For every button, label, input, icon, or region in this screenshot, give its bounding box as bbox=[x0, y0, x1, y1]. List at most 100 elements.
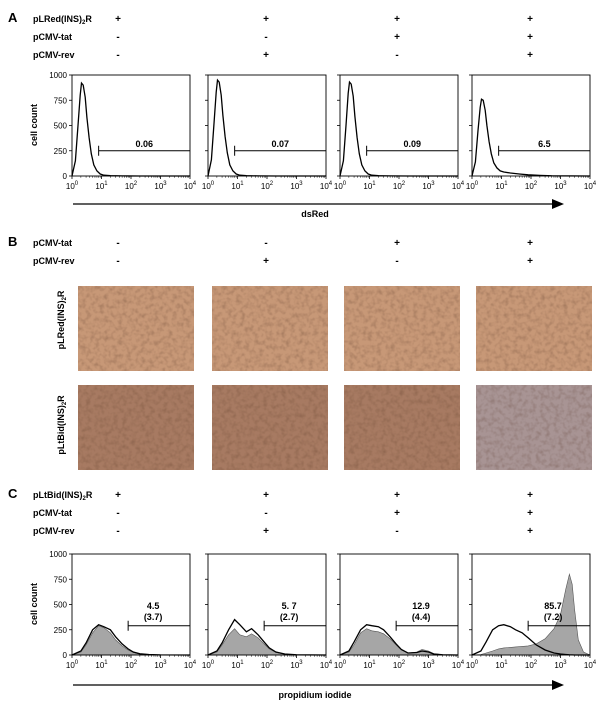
gate-paren-value: (4.4) bbox=[412, 612, 431, 622]
sign-c-0-0: + bbox=[115, 490, 121, 501]
sign-c-0-3: + bbox=[527, 490, 533, 501]
x-tick-label: 100 bbox=[334, 660, 347, 670]
y-tick-label: 250 bbox=[54, 626, 68, 635]
x-tick-label: 102 bbox=[125, 181, 138, 191]
panel-c-condition-rows: pLtBid(INS)2R + + + + pCMV-tat - - + + pCMV-rev - + -… bbox=[33, 490, 533, 537]
sign-b-1-0: - bbox=[116, 256, 119, 267]
sign-a-1-2: + bbox=[394, 32, 400, 43]
x-tick-label: 103 bbox=[422, 660, 435, 670]
x-tick-label: 104 bbox=[452, 181, 465, 191]
x-tick-label: 100 bbox=[334, 181, 347, 191]
histogram-line bbox=[71, 81, 190, 177]
x-tick-label: 104 bbox=[184, 181, 197, 191]
condition-label-a-2: pCMV-rev bbox=[33, 50, 75, 60]
sign-b-0-2: + bbox=[394, 238, 400, 249]
histogram-a-4: 100 101 102 103 104 6.5 bbox=[466, 74, 597, 191]
x-tick-label: 100 bbox=[202, 181, 215, 191]
panel-c-histograms: 100 101 102 103 104025050075010004.5(3.7)100… bbox=[49, 550, 597, 670]
sign-b-1-3: + bbox=[527, 256, 533, 267]
y-tick-label: 750 bbox=[54, 96, 68, 105]
histogram-filled bbox=[471, 573, 591, 656]
histogram-c-4: 100 101 102 103 104 85.7(7.2) bbox=[466, 553, 597, 670]
micrograph-r1-c2 bbox=[212, 286, 328, 371]
histogram-outline bbox=[339, 624, 459, 656]
condition-label-b-0: pCMV-tat bbox=[33, 238, 72, 248]
panel-b-row-label-bid: pLtBid(INS)2R bbox=[56, 395, 68, 455]
sign-c-1-3: + bbox=[527, 508, 533, 519]
sign-b-0-1: - bbox=[264, 238, 267, 249]
x-tick-label: 101 bbox=[495, 660, 508, 670]
panel-c-letter: C bbox=[8, 486, 18, 501]
sign-a-0-3: + bbox=[527, 14, 533, 25]
sign-a-2-1: + bbox=[263, 50, 269, 61]
x-tick-label: 101 bbox=[363, 181, 376, 191]
x-tick-label: 101 bbox=[95, 181, 108, 191]
x-tick-label: 104 bbox=[584, 660, 597, 670]
sign-a-1-1: - bbox=[264, 32, 267, 43]
y-tick-label: 500 bbox=[54, 122, 68, 131]
x-tick-label: 104 bbox=[184, 660, 197, 670]
histogram-outline bbox=[207, 618, 327, 656]
y-tick-label: 250 bbox=[54, 147, 68, 156]
histogram-a-2: 100 101 102 103 104 0.07 bbox=[202, 74, 333, 191]
panel-c-ylabel: cell count bbox=[29, 583, 39, 625]
gate-paren-value: (7.2) bbox=[544, 612, 563, 622]
x-tick-label: 103 bbox=[554, 660, 567, 670]
panel-c-arrow-head bbox=[552, 680, 564, 690]
x-tick-label: 100 bbox=[466, 660, 479, 670]
micrograph-r1-c1 bbox=[78, 286, 194, 371]
condition-label-c-0: pLtBid(INS)2R bbox=[33, 490, 93, 502]
x-tick-label: 101 bbox=[95, 660, 108, 670]
histogram-filled bbox=[339, 628, 459, 656]
y-tick-label: 750 bbox=[54, 575, 68, 584]
gate-value: 0.09 bbox=[404, 139, 422, 149]
x-tick-label: 102 bbox=[261, 660, 274, 670]
micrograph-r2-c4 bbox=[476, 385, 592, 470]
gate-value: 0.06 bbox=[136, 139, 154, 149]
micrograph-r2-c3 bbox=[344, 385, 460, 470]
condition-label-c-2: pCMV-rev bbox=[33, 526, 75, 536]
panel-a-arrow-head bbox=[552, 199, 564, 209]
panel-a-condition-rows: pLRed(INS)2R + + + + pCMV-tat - - + + pCMV-rev - + - + bbox=[33, 14, 533, 61]
condition-label-a-0: pLRed(INS)2R bbox=[33, 14, 92, 26]
plot-frame bbox=[471, 74, 591, 177]
x-tick-label: 100 bbox=[202, 660, 215, 670]
panel-a-letter: A bbox=[8, 10, 18, 25]
gate-value: 5. 7 bbox=[282, 601, 297, 611]
micrograph-r2-c2 bbox=[212, 385, 328, 470]
sign-a-1-3: + bbox=[527, 32, 533, 43]
sign-a-0-0: + bbox=[115, 14, 121, 25]
sign-c-1-2: + bbox=[394, 508, 400, 519]
sign-a-1-0: - bbox=[116, 32, 119, 43]
sign-c-1-1: - bbox=[264, 508, 267, 519]
histogram-a-3: 100 101 102 103 104 0.09 bbox=[334, 74, 465, 191]
plot-frame bbox=[207, 74, 327, 177]
histogram-line bbox=[339, 80, 458, 177]
micrograph-r2-c1 bbox=[78, 385, 194, 470]
histogram-a-1: 100 101 102 103 104 0 250 500 750 1000 0.06 bbox=[49, 71, 197, 191]
sign-a-0-1: + bbox=[263, 14, 269, 25]
x-tick-label: 101 bbox=[363, 660, 376, 670]
sign-c-0-2: + bbox=[394, 490, 400, 501]
histogram-outline bbox=[71, 623, 191, 656]
x-tick-label: 101 bbox=[231, 660, 244, 670]
panel-a-xlabel: dsRed bbox=[301, 209, 329, 219]
micrograph-r1-c3 bbox=[344, 286, 460, 371]
histogram-line bbox=[207, 78, 326, 177]
x-tick-label: 104 bbox=[320, 660, 333, 670]
y-tick-label: 500 bbox=[54, 601, 68, 610]
y-tick-label: 1000 bbox=[49, 71, 67, 80]
sign-c-1-0: - bbox=[116, 508, 119, 519]
condition-label-a-1: pCMV-tat bbox=[33, 32, 72, 42]
x-tick-label: 102 bbox=[393, 181, 406, 191]
x-tick-label: 104 bbox=[320, 181, 333, 191]
x-tick-label: 101 bbox=[231, 181, 244, 191]
panel-b-letter: B bbox=[8, 234, 17, 249]
x-tick-label: 102 bbox=[525, 660, 538, 670]
gate-value: 6.5 bbox=[538, 139, 551, 149]
x-tick-label: 100 bbox=[466, 181, 479, 191]
x-tick-label: 103 bbox=[290, 660, 303, 670]
x-tick-label: 103 bbox=[154, 181, 167, 191]
gate-paren-value: (2.7) bbox=[280, 612, 299, 622]
panel-c-xlabel: propidium iodide bbox=[279, 690, 352, 700]
